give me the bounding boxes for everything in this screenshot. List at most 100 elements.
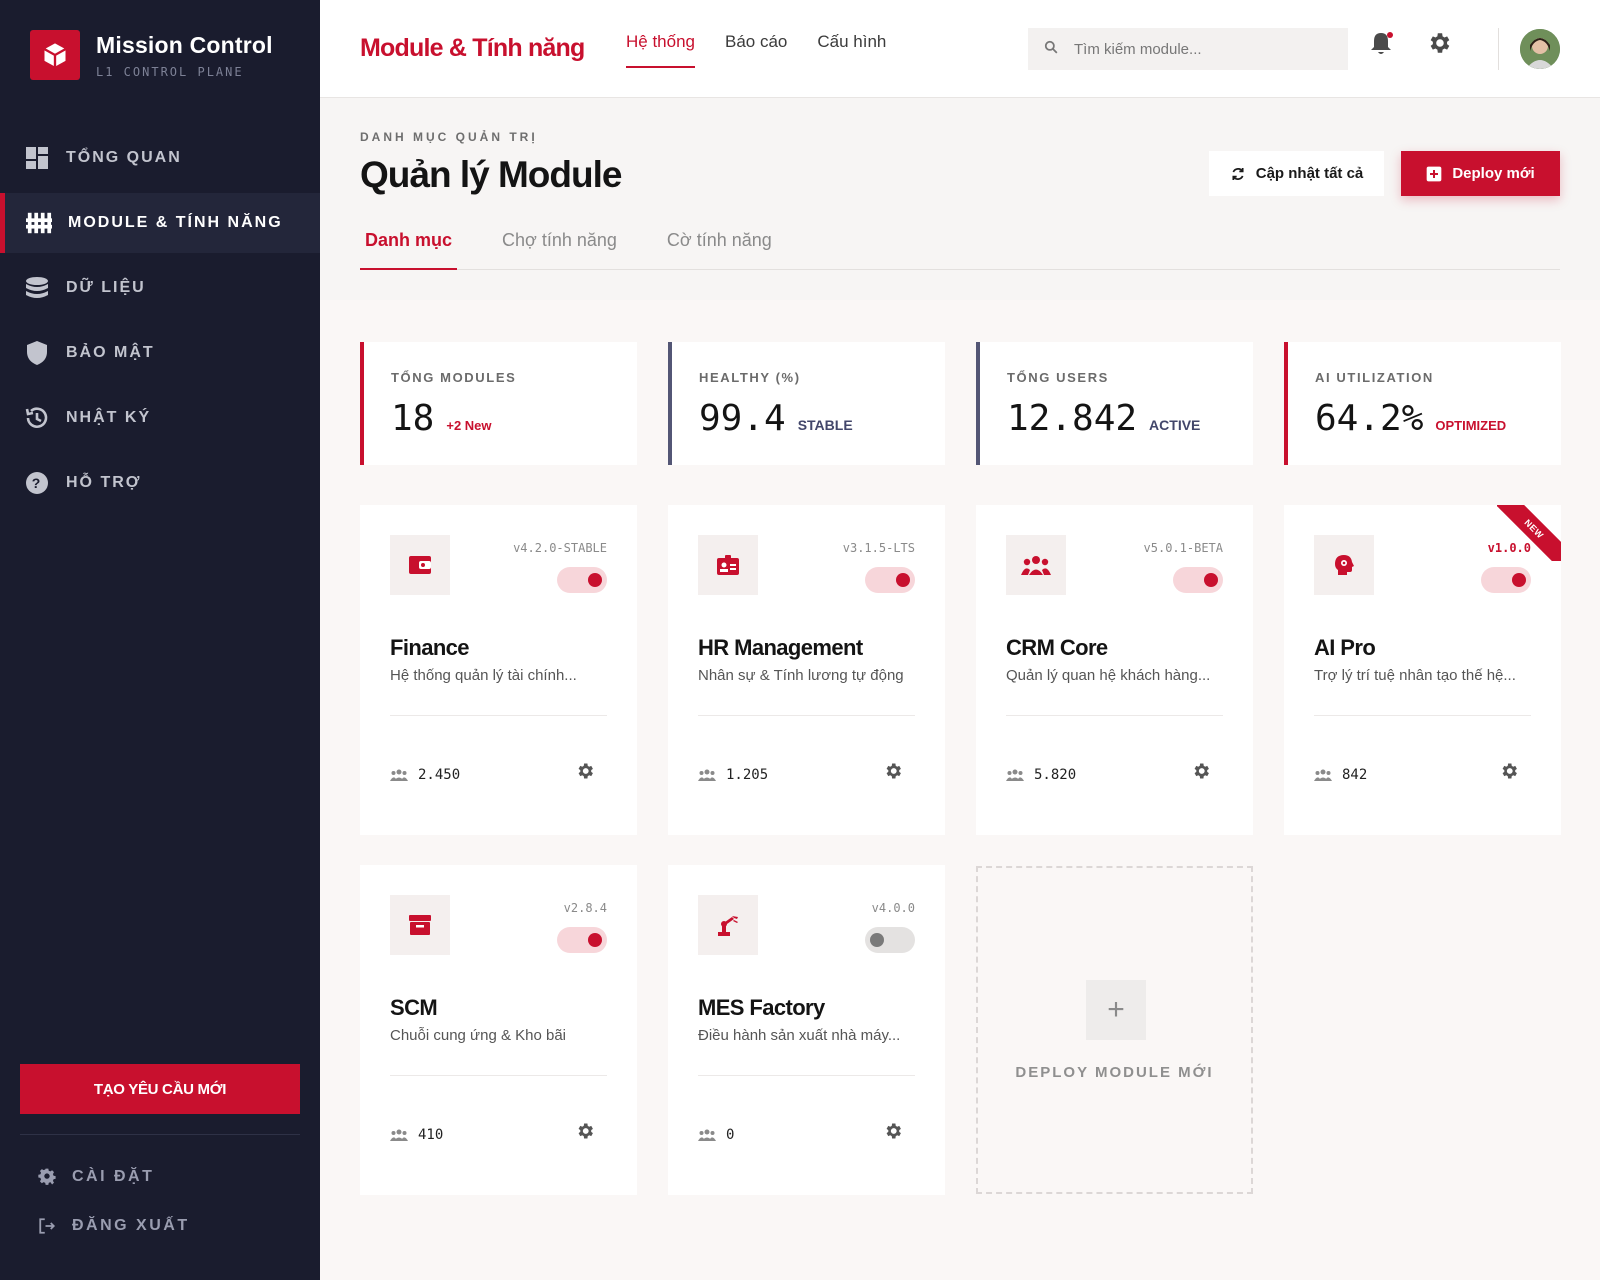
gear-icon (1426, 30, 1452, 61)
refresh-icon (1230, 166, 1246, 182)
users-icon (698, 769, 716, 781)
module-version: v3.1.5-LTS (842, 541, 915, 555)
module-users: 1.205 (698, 767, 768, 783)
notification-dot (1387, 32, 1393, 38)
sidebar-item-security[interactable]: BẢO MẬT (0, 323, 320, 383)
sidebar-item-data[interactable]: DỮ LIỆU (0, 258, 320, 318)
module-toggle[interactable] (865, 927, 915, 953)
deploy-new-label: Deploy mới (1452, 165, 1535, 182)
new-request-button[interactable]: TẠO YÊU CẦU MỚI (20, 1064, 300, 1114)
search-input[interactable] (1074, 40, 1324, 58)
sidebar: Mission Control L1 CONTROL PLANE TỔNG QU… (0, 0, 320, 1280)
stat-card-users: TỔNG USERS 12.842 ACTIVE (976, 342, 1253, 465)
sidebar-item-support[interactable]: ? HỖ TRỢ (0, 453, 320, 513)
robot-arm-icon (698, 895, 758, 955)
page-tabs: Danh mục Chợ tính năng Cờ tính năng (360, 226, 1560, 270)
users-icon (1314, 769, 1332, 781)
sidebar-item-modules[interactable]: MODULE & TÍNH NĂNG (0, 193, 320, 253)
sidebar-settings-link[interactable]: CÀI ĐẶT (38, 1168, 154, 1186)
stat-tag: ACTIVE (1149, 417, 1201, 433)
module-toggle[interactable] (1173, 567, 1223, 593)
sidebar-nav: TỔNG QUAN MODULE & TÍNH NĂNG DỮ LIỆU BẢO… (0, 128, 320, 518)
sidebar-item-logs[interactable]: NHẬT KÝ (0, 388, 320, 448)
module-card-scm[interactable]: v2.8.4 SCM Chuỗi cung ứng & Kho bãi 410 (360, 865, 637, 1195)
cube-logo-icon (30, 30, 80, 80)
user-avatar[interactable] (1520, 29, 1560, 69)
search-icon (1044, 40, 1058, 59)
plus-box-icon (1426, 166, 1442, 182)
stat-value: 64.2% (1315, 398, 1424, 439)
gear-icon (883, 761, 903, 786)
deploy-new-button[interactable]: Deploy mới (1401, 151, 1560, 196)
brand[interactable]: Mission Control L1 CONTROL PLANE (30, 30, 273, 80)
stat-value: 18 (391, 398, 435, 439)
users-icon (390, 1129, 408, 1141)
module-name: SCM (390, 995, 438, 1020)
database-icon (24, 275, 50, 301)
sidebar-item-label: HỖ TRỢ (66, 474, 142, 491)
page-title: Quản lý Module (360, 154, 622, 195)
module-description: Hệ thống quản lý tài chính... (390, 667, 577, 684)
sidebar-logout-link[interactable]: ĐĂNG XUẤT (38, 1217, 190, 1235)
tab-system[interactable]: Hệ thống (626, 32, 695, 68)
sidebar-item-label: MODULE & TÍNH NĂNG (68, 214, 283, 231)
module-settings-button[interactable] (573, 1121, 597, 1145)
module-name: Finance (390, 635, 470, 660)
history-icon (24, 405, 50, 431)
toggle-knob (1204, 573, 1218, 587)
module-version: v1.0.0 (1487, 541, 1531, 555)
module-users: 5.820 (1006, 767, 1076, 783)
archive-icon (390, 895, 450, 955)
module-settings-button[interactable] (881, 1121, 905, 1145)
brand-title: Mission Control (96, 31, 273, 58)
module-name: MES Factory (698, 995, 825, 1020)
settings-button[interactable] (1424, 30, 1454, 60)
module-card-ai-pro[interactable]: NEW v1.0.0 AI Pro Trợ lý trí tuệ nhân tạ… (1284, 505, 1561, 835)
tab-feature-flags[interactable]: Cờ tính năng (666, 230, 772, 250)
module-toggle[interactable] (557, 927, 607, 953)
logout-icon (38, 1217, 58, 1235)
module-settings-button[interactable] (881, 761, 905, 785)
tab-catalog[interactable]: Danh mục (360, 226, 458, 270)
module-settings-button[interactable] (573, 761, 597, 785)
module-toggle[interactable] (557, 567, 607, 593)
module-settings-button[interactable] (1189, 761, 1213, 785)
tab-reports[interactable]: Báo cáo (725, 32, 788, 51)
sidebar-item-label: TỔNG QUAN (66, 149, 182, 166)
stat-tag: STABLE (797, 417, 853, 433)
module-version: v2.8.4 (563, 901, 607, 915)
gear-icon (883, 1121, 903, 1146)
modules-icon (26, 210, 52, 236)
header-divider (1498, 28, 1499, 70)
module-settings-button[interactable] (1497, 761, 1521, 785)
wallet-icon (390, 535, 450, 595)
module-card-hr[interactable]: v3.1.5-LTS HR Management Nhân sự & Tính … (668, 505, 945, 835)
stat-card-healthy: HEALTHY (%) 99.4 STABLE (668, 342, 945, 465)
module-user-count: 842 (1342, 767, 1368, 783)
module-description: Điều hành sản xuất nhà máy... (698, 1027, 901, 1044)
stat-label: TỔNG MODULES (391, 370, 517, 385)
sidebar-item-label: DỮ LIỆU (66, 279, 146, 296)
users-icon (1006, 769, 1024, 781)
module-version: v4.0.0 (871, 901, 915, 915)
module-toggle[interactable] (1481, 567, 1531, 593)
users-icon (698, 1129, 716, 1141)
module-users: 0 (698, 1127, 734, 1143)
stat-tag: +2 New (446, 418, 492, 433)
sidebar-item-overview[interactable]: TỔNG QUAN (0, 128, 320, 188)
module-toggle[interactable] (865, 567, 915, 593)
module-card-mes[interactable]: v4.0.0 MES Factory Điều hành sản xuất nh… (668, 865, 945, 1195)
tab-marketplace[interactable]: Chợ tính năng (502, 230, 617, 250)
deploy-module-card[interactable]: + DEPLOY MODULE MỚI (976, 866, 1253, 1194)
module-description: Chuỗi cung ứng & Kho bãi (390, 1027, 566, 1044)
update-all-button[interactable]: Cập nhật tất cả (1209, 151, 1384, 196)
stat-value: 12.842 (1007, 398, 1138, 439)
module-card-crm[interactable]: v5.0.1-BETA CRM Core Quản lý quan hệ khá… (976, 505, 1253, 835)
module-card-finance[interactable]: v4.2.0-STABLE Finance Hệ thống quản lý t… (360, 505, 637, 835)
tab-config[interactable]: Cấu hình (817, 32, 887, 51)
notification-button[interactable] (1366, 30, 1396, 60)
module-user-count: 2.450 (418, 767, 461, 783)
toggle-knob (588, 933, 602, 947)
bell-icon (1370, 31, 1392, 60)
card-divider (698, 715, 915, 716)
